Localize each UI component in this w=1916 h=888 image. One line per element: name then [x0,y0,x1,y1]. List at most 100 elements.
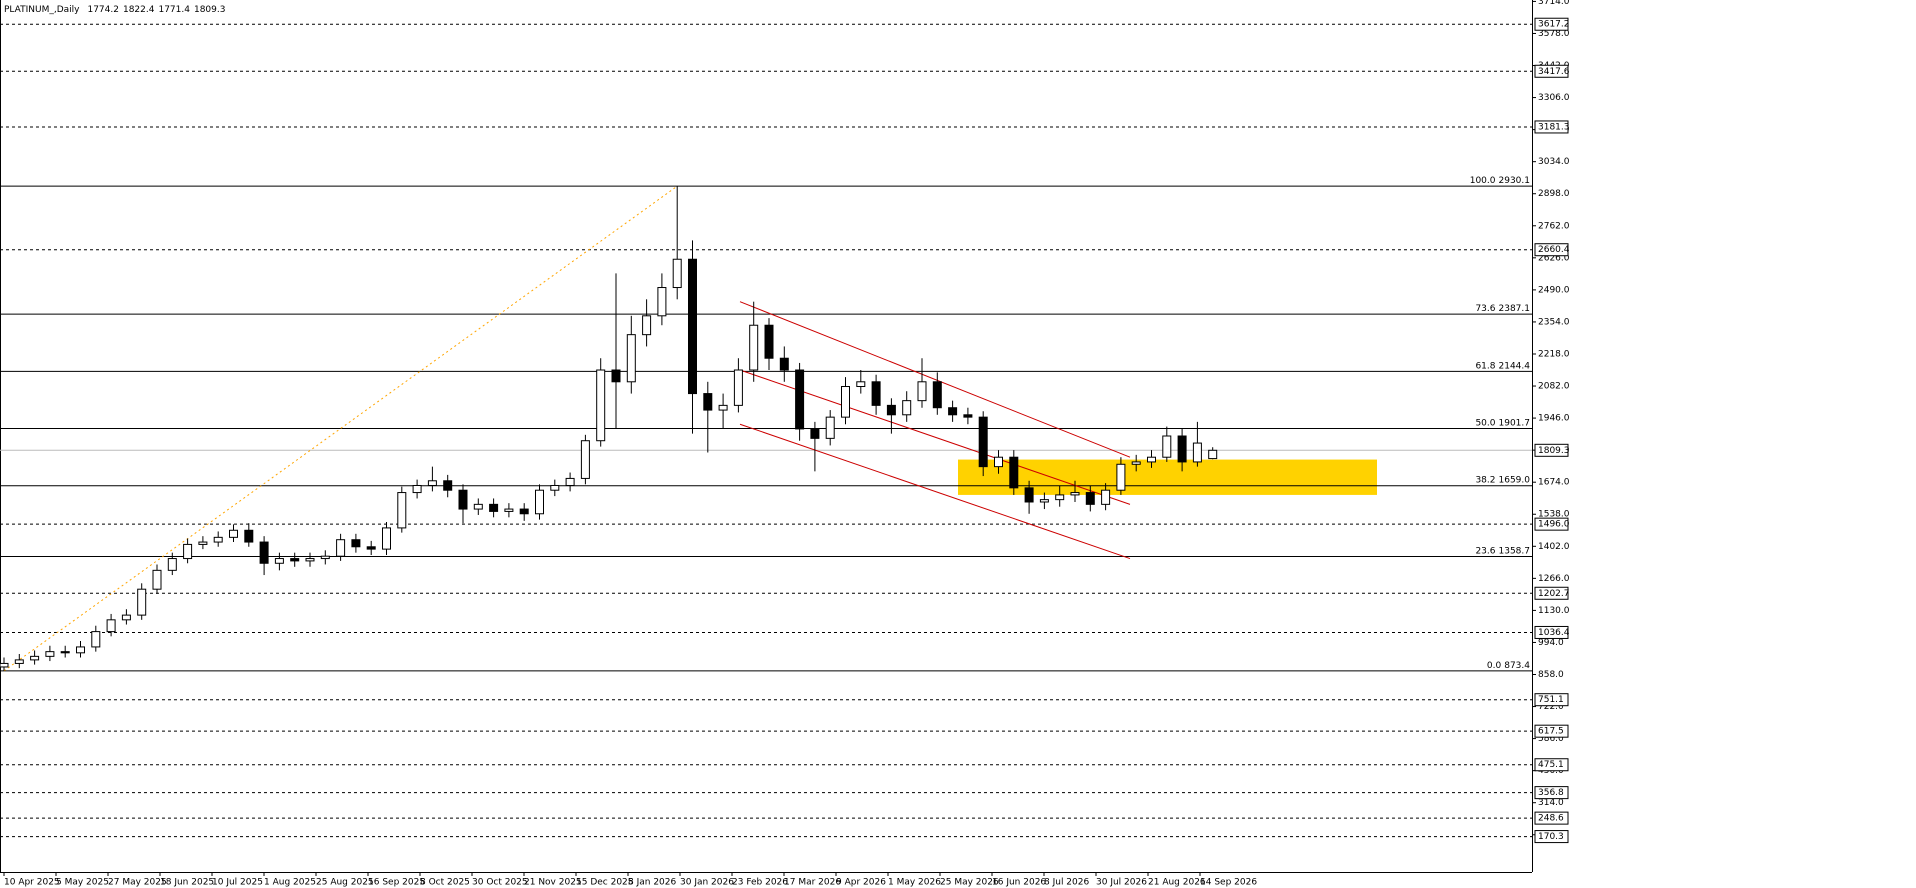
candle-body [1192,442,1202,463]
candle-body [626,334,636,383]
y-tick-label: 2762.0 [1538,221,1570,231]
candle-body [764,324,774,359]
fib-price: 873.4 [1504,660,1530,670]
level-label: 617.5 [1538,727,1564,737]
candle-body [825,416,835,439]
x-tick-label: 27 May 2025 [108,878,167,888]
y-tick-label: 3306.0 [1538,93,1570,103]
current-price-box [1534,443,1569,457]
fib-ratio: 0.0 [1487,660,1502,670]
level-label: 2660.4 [1538,245,1570,255]
y-tick-label: 3714.0 [1538,0,1570,7]
candle-body [305,558,315,562]
y-tick-label: 994.0 [1538,638,1564,648]
x-tick-label: 5 May 2025 [56,878,109,888]
candle-body [917,381,927,402]
x-tick-label: 23 Feb 2026 [732,878,788,888]
candle-body [473,503,483,510]
level-box [1534,517,1569,531]
y-tick-label: 586.0 [1538,734,1564,744]
candle-body [749,324,759,371]
y-tick-label: 2354.0 [1538,317,1570,327]
candle-body [856,381,866,388]
candle-body [1177,435,1187,463]
y-tick-label: 1538.0 [1538,510,1570,520]
level-box [1534,758,1569,772]
support-zone [958,459,1377,495]
x-tick-label: 14 Sep 2026 [1200,878,1257,888]
candle-body [489,503,499,512]
candle-body [642,315,652,336]
fib-price: 1659.0 [1499,475,1531,485]
candle-body [382,527,391,550]
x-tick-label: 8 Jan 2026 [628,878,676,888]
fib-label: 50.0 1901.7 [1475,418,1530,428]
candle-body [948,407,958,416]
ohlc-high: 1822.4 [123,5,155,15]
candle-body [229,529,238,538]
fib-price: 2144.4 [1499,361,1531,371]
y-tick-label: 1130.0 [1538,606,1570,616]
candle-body [596,369,606,442]
level-box [1534,64,1569,78]
y-tick-label: 2490.0 [1538,285,1570,295]
candle-body [137,588,147,616]
current-price-label: 1809.3 [1538,446,1570,456]
candle-body [167,558,177,571]
fib-label: 61.8 2144.4 [1475,361,1530,371]
candle-body [963,414,973,418]
candle-body [458,489,468,510]
candle-body [703,393,713,411]
x-tick-label: 15 Dec 2025 [576,878,634,888]
chart-title: PLATINUM_,Daily 1774.2 1822.4 1771.4 1809.3 [4,5,225,15]
x-tick-label: 8 Oct 2025 [420,878,470,888]
level-label: 3617.2 [1538,20,1570,30]
candle-body [504,508,514,512]
candle-body [14,659,24,664]
y-tick-label: 1946.0 [1538,414,1570,424]
fib-price: 1901.7 [1499,418,1531,428]
candle-body [688,258,697,395]
candle-body [320,555,330,560]
candle-body [611,369,621,383]
candle-body [1039,499,1049,503]
level-label: 475.1 [1538,760,1564,770]
candle-body [1024,487,1034,503]
candle-body [672,258,682,289]
level-label: 248.6 [1538,814,1564,824]
x-tick-label: 10 Jul 2025 [212,878,263,888]
candle-body [106,619,116,633]
fib-ratio: 23.6 [1475,546,1495,556]
candle-body [1116,463,1126,491]
level-label: 170.3 [1538,832,1564,842]
level-label: 1036.4 [1538,628,1570,638]
ohlc-close: 1809.3 [194,5,226,15]
candle-body [336,539,346,557]
ohlc-open: 1774.2 [87,5,119,15]
candle-body [841,386,850,418]
candle-body [718,404,728,411]
x-tick-label: 1 May 2026 [888,878,941,888]
channel-line [739,301,1131,458]
candle-body [351,539,361,548]
fib-label: 73.6 2387.1 [1475,304,1530,314]
candle-body [902,400,912,416]
level-label: 356.8 [1538,788,1564,798]
candle-body [91,631,101,648]
candle-body [519,508,529,515]
fib-label: 23.6 1358.7 [1475,546,1530,556]
x-tick-label: 25 Aug 2025 [316,878,374,888]
x-tick-label: 30 Jul 2026 [1096,878,1147,888]
fib-label: 100.0 2930.1 [1470,176,1530,186]
x-tick-label: 10 Apr 2025 [4,878,60,888]
candle-body [1085,492,1095,505]
candle-body [443,480,453,491]
fib-ratio: 73.6 [1475,304,1495,314]
fib-ratio: 50.0 [1475,418,1495,428]
level-box [1534,693,1569,707]
y-tick-label: 2898.0 [1538,189,1570,199]
candle-body [932,381,942,409]
candle-body [427,480,437,486]
